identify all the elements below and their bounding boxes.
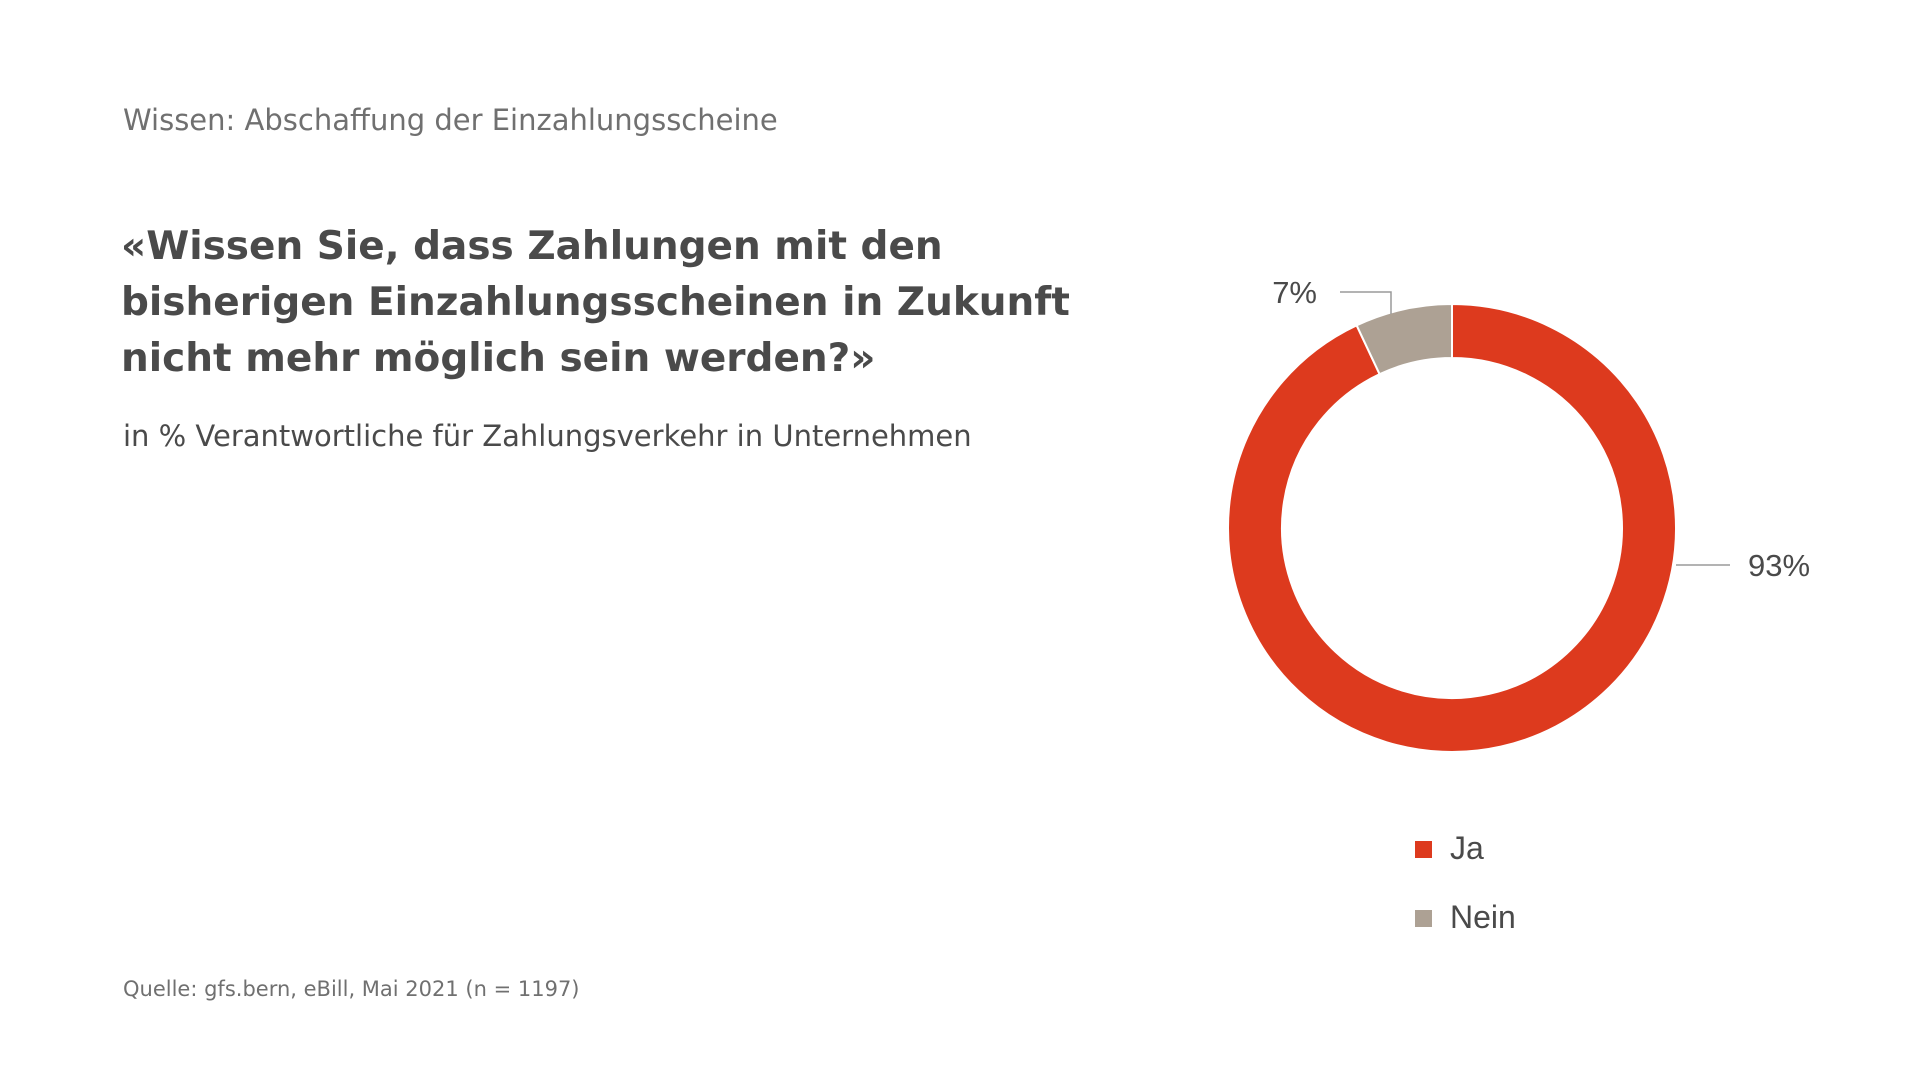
leader-line-nein bbox=[1340, 291, 1392, 314]
data-label-ja: 93% bbox=[1748, 548, 1810, 583]
chart-kicker: Wissen: Abschaffung der Einzahlungsschei… bbox=[123, 103, 778, 137]
legend-swatch-nein bbox=[1415, 910, 1432, 927]
chart-source-note: Quelle: gfs.bern, eBill, Mai 2021 (n = 1… bbox=[123, 977, 580, 1001]
legend-label-nein: Nein bbox=[1450, 899, 1516, 935]
legend-label-ja: Ja bbox=[1450, 830, 1484, 866]
chart-question-title: «Wissen Sie, dass Zahlungen mit den bish… bbox=[121, 224, 1070, 381]
data-label-nein: 7% bbox=[1272, 275, 1317, 310]
donut-slice-ja bbox=[1227, 302, 1677, 753]
donut-slice-nein bbox=[1355, 302, 1453, 376]
legend-swatch-ja bbox=[1415, 841, 1432, 858]
chart-subtitle: in % Verantwortliche für Zahlungsverkehr… bbox=[123, 419, 972, 453]
